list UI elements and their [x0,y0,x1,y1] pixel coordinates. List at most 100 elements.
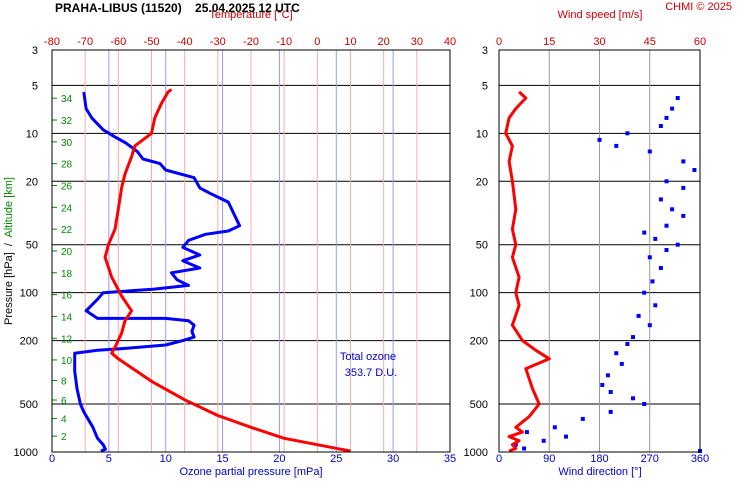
wind-speed-profile-line [504,90,551,453]
wind-direction-point [658,197,663,202]
pressure-tick-label: 200 [20,336,38,348]
wind-direction-point [642,230,647,235]
wind-direction-point [605,373,610,378]
wind-direction-point [664,179,669,184]
wind-direction-point [642,290,647,295]
left-panel-grid [52,49,450,453]
ozone-tick-label: 25 [330,453,342,465]
wind-direction-point [631,396,635,401]
wind-direction-point [681,213,686,218]
wind-direction-point [658,266,663,270]
direction-tick-label: 0 [496,453,502,465]
altitude-tick-label: 14 [61,312,73,323]
wind-direction-point [670,106,675,111]
credit-label: CHMI © 2025 [665,1,732,13]
altitude-axis-label: Altitude [km] [3,177,15,238]
wind-direction-point [658,124,663,128]
ozone-tick-label: 0 [49,453,55,465]
wind-direction-point [597,137,602,142]
wind-direction-point [647,149,652,154]
wind-direction-point [608,409,613,414]
wind-direction-point [524,430,529,435]
speed-tick-label: 30 [593,36,605,48]
ozone-axis-label: Ozone partial pressure [mPa] [179,466,322,478]
ozone-tick-label: 15 [216,453,228,465]
wind-direction-point [636,313,641,318]
altitude-tick-label: 8 [61,377,67,388]
pressure-tick-label: 50 [26,240,38,252]
ozone-tick-label: 35 [444,453,456,465]
wind-direction-point [631,335,635,340]
total-ozone-value: 353.7 D.U. [345,367,398,379]
right-panel-frame [498,49,701,453]
pressure-tick-label: 500 [20,399,38,411]
pressure-tick-label: 500 [470,399,488,411]
pressure-tick-label: 3 [482,45,488,57]
vertical-axis-label: Pressure [hPa] / Altitude [km] [3,177,15,325]
pressure-tick-label: 100 [20,288,38,300]
right-panel-grid [499,49,700,453]
wind-direction-point [552,425,557,430]
temperature-tick-label: -70 [77,36,93,48]
direction-tick-label: 360 [691,453,709,465]
wind-direction-point [681,185,686,190]
station-title: PRAHA-LIBUS (11520) 25.04.2025 12 UTC [55,1,300,15]
wind-direction-point [664,248,669,252]
wind-direction-point [580,416,585,421]
pressure-tick-label: 20 [476,176,488,188]
left-panel-frame [51,49,451,453]
pressure-tick-label: 1000 [14,447,38,459]
temperature-tick-label: -60 [110,36,126,48]
pressure-tick-label: 10 [476,128,488,140]
direction-tick-label: 270 [641,453,659,465]
temperature-profile-line [103,88,351,453]
altitude-tick-label: 24 [61,203,73,214]
wind-direction-point [614,351,619,356]
temperature-tick-label: -80 [44,36,60,48]
pressure-tick-label: 200 [470,336,488,348]
altitude-tick-label: 34 [61,94,73,105]
altitude-tick-label: 20 [61,247,73,258]
temperature-tick-label: 40 [444,36,456,48]
wind-direction-point [664,223,669,228]
altitude-tick-label: 4 [61,415,67,426]
plotted-series [73,88,702,453]
ozone-tick-label: 20 [273,453,285,465]
altitude-tick-label: 30 [61,138,73,149]
pressure-tick-label: 1000 [464,447,488,459]
altitude-tick-label: 10 [61,356,73,367]
temperature-tick-label: -50 [144,36,160,48]
pressure-tick-label: 5 [32,80,38,92]
speed-tick-label: 60 [694,36,706,48]
wind-direction-point [647,255,652,260]
total-ozone-title: Total ozone [340,351,396,363]
wind-direction-point [681,159,686,164]
altitude-tick-label: 2 [61,432,67,443]
wind-direction-point [647,323,652,328]
altitude-tick-label: 12 [61,334,73,345]
ozone-tick-label: 5 [106,453,112,465]
wind-direction-point [619,361,624,366]
pressure-tick-label: 100 [470,288,488,300]
altitude-tick-label: 22 [61,225,73,236]
wind-direction-axis-label: Wind direction [°] [558,466,641,478]
ozone-tick-label: 30 [387,453,399,465]
wind-direction-point [564,434,568,439]
wind-direction-point [675,96,680,100]
pressure-tick-label: 5 [482,80,488,92]
wind-direction-point [650,279,655,284]
wind-direction-point [608,390,613,394]
wind-direction-point [642,402,647,406]
temperature-tick-label: 20 [378,36,390,48]
wind-direction-point [513,442,518,447]
temperature-tick-label: -30 [210,36,226,48]
altitude-tick-label: 6 [61,396,67,407]
pressure-tick-label: 10 [26,128,38,140]
wind-direction-point [692,168,697,172]
ozone-tick-label: 10 [160,453,172,465]
speed-tick-label: 0 [496,36,502,48]
wind-direction-point [653,236,658,241]
direction-tick-label: 180 [590,453,608,465]
